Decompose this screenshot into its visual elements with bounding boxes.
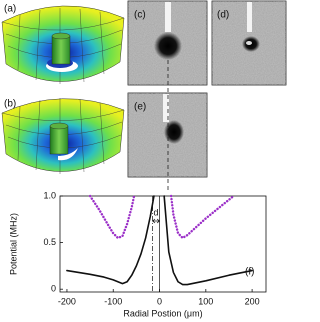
x-axis-label: Radial Postion (μm) <box>123 308 202 318</box>
figure: (a) (b) (c) (d) (e) (f) Radial Postion (… <box>1 0 287 318</box>
plot-frame <box>59 195 267 293</box>
data-line <box>66 195 253 286</box>
x-tick-label: 0 <box>157 296 162 306</box>
data-line <box>88 194 235 240</box>
image-d <box>211 0 287 86</box>
x-tick-label: -100 <box>104 296 122 306</box>
panel-label: (e) <box>134 102 146 113</box>
panel-label: (f) <box>245 267 254 278</box>
panel-label: (d) <box>217 10 229 21</box>
surface-plot-b <box>1 98 125 174</box>
distance-arrow <box>152 218 161 224</box>
panel-label: (a) <box>4 4 16 15</box>
x-tick-label: 100 <box>198 296 213 306</box>
image-e <box>127 92 208 178</box>
panel-label: (c) <box>134 10 146 21</box>
y-axis-label: Potential (MHz) <box>8 213 18 275</box>
surface-plot-a <box>1 5 125 84</box>
image-c <box>127 0 208 86</box>
x-tick-label: 200 <box>245 296 260 306</box>
panel-label: (b) <box>4 99 16 110</box>
y-tick-label: 1.0 <box>43 190 56 200</box>
annotation: d <box>153 207 158 217</box>
y-tick-label: 0 <box>51 284 56 294</box>
x-tick-label: -200 <box>58 296 76 306</box>
y-tick-label: 0.5 <box>43 237 56 247</box>
